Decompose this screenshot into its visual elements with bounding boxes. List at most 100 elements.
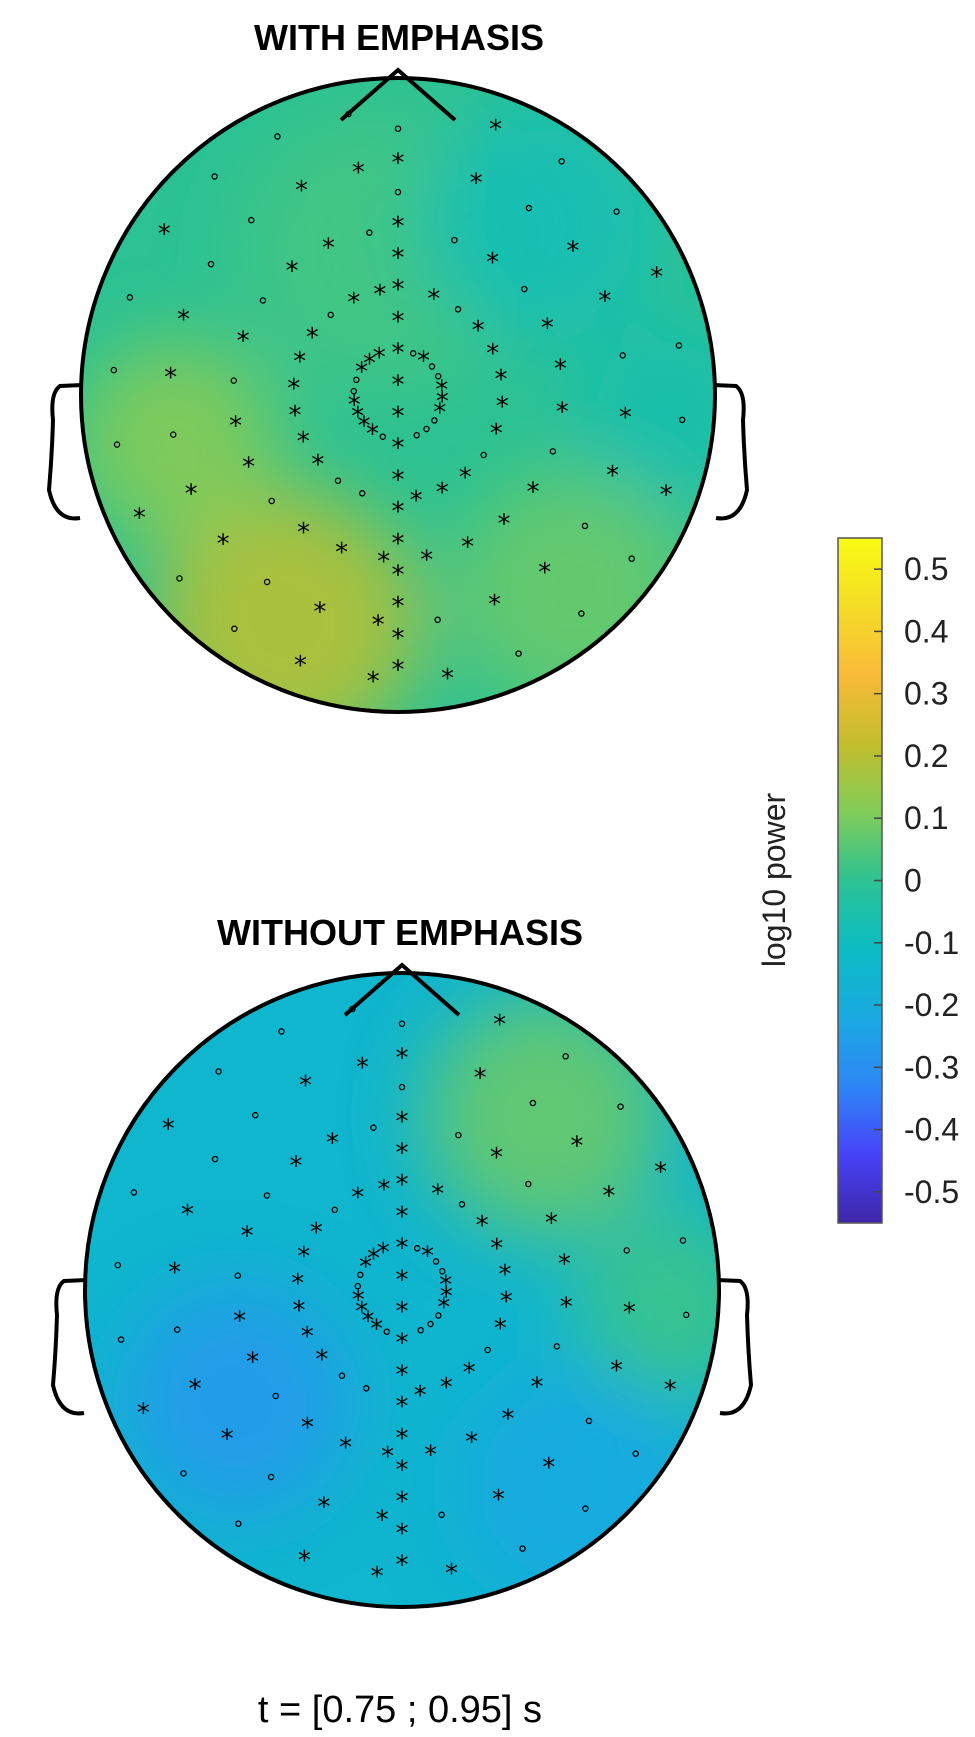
electrode-non-significant (413, 1245, 421, 1252)
nose-outline (339, 67, 457, 122)
electrode-significant: * (619, 403, 632, 433)
electrode-significant: * (292, 1296, 305, 1326)
electrode-non-significant (458, 1201, 466, 1208)
electrode-significant: * (392, 148, 405, 178)
electrode-non-significant (678, 416, 686, 424)
electrode-non-significant (438, 1267, 446, 1275)
electrode-non-significant (394, 125, 402, 132)
electrode-non-significant (394, 188, 402, 196)
electrode-non-significant (480, 451, 487, 459)
activation-blob (572, 315, 715, 506)
electrode-non-significant (248, 216, 255, 224)
electrode-significant: * (301, 1413, 314, 1443)
electrode-non-significant (417, 1326, 425, 1334)
electrode-significant: * (495, 365, 508, 395)
electrode-significant: * (217, 530, 230, 560)
electrode-significant: * (497, 509, 510, 539)
electrode-significant: * (396, 1424, 409, 1454)
electrode-significant: * (313, 597, 326, 627)
electrode-significant: * (371, 1562, 384, 1592)
electrode-non-significant (525, 1180, 532, 1188)
electrode-significant: * (363, 349, 376, 379)
electrode-significant: * (392, 592, 405, 622)
electrode-non-significant (354, 1282, 362, 1290)
electrode-non-significant (252, 1111, 259, 1119)
electrode-significant: * (396, 1265, 409, 1295)
electrode-non-significant (231, 625, 238, 632)
electrode-non-significant (180, 1470, 187, 1477)
colorbar-tick-label: -0.1 (904, 925, 959, 961)
electrode-non-significant (451, 236, 458, 244)
electrode-non-significant (211, 1155, 219, 1163)
electrode-significant: * (489, 115, 502, 145)
electrode-non-significant (585, 1417, 593, 1425)
electrode-significant: * (233, 1307, 246, 1337)
electrode-non-significant (117, 1336, 125, 1343)
electrode-significant: * (315, 1345, 328, 1375)
electrode-significant: * (396, 1202, 409, 1232)
electrode-significant: * (358, 412, 371, 442)
electrode-significant: * (554, 354, 567, 384)
electrode-non-significant (435, 1312, 442, 1319)
electrode-significant: * (377, 547, 390, 577)
electrode-significant: * (297, 427, 310, 457)
electrode-significant: * (177, 305, 190, 335)
electrode-non-significant (263, 1192, 271, 1199)
electrode-significant: * (440, 1282, 453, 1312)
electrode-non-significant (263, 578, 271, 586)
electrode-significant: * (392, 497, 405, 527)
electrode-non-significant (331, 1206, 339, 1214)
electrode-significant: * (185, 479, 198, 509)
electrode-significant: * (299, 1071, 312, 1101)
electrode-significant: * (392, 275, 405, 305)
electrode-significant: * (396, 1487, 409, 1517)
electrode-significant: * (396, 1170, 409, 1200)
electrode-non-significant (357, 1271, 364, 1279)
electrode-non-significant (278, 1028, 285, 1035)
electrode-significant: * (541, 313, 554, 343)
electrode-significant: * (490, 1143, 503, 1173)
electrode-non-significant (428, 363, 436, 370)
electrode-significant: * (542, 1453, 555, 1483)
electrode-significant: * (410, 486, 423, 516)
electrode-significant: * (494, 1314, 507, 1344)
electrode-significant: * (623, 1298, 636, 1328)
electrode-significant: * (606, 461, 619, 491)
electrode-non-significant (632, 1450, 639, 1457)
electrode-significant: * (560, 1292, 573, 1322)
electrode-significant: * (237, 327, 250, 357)
electrode-significant: * (431, 1180, 444, 1210)
electrode-significant: * (654, 1157, 667, 1187)
electrode-non-significant (519, 1545, 526, 1552)
electrode-significant: * (486, 339, 499, 369)
electrode-non-significant (259, 297, 267, 304)
electrode-significant: * (664, 1376, 677, 1406)
electrode-significant: * (436, 387, 449, 417)
electrode-significant: * (436, 478, 449, 508)
electrode-significant: * (347, 288, 360, 318)
electrode-significant: * (527, 478, 540, 508)
electrode-non-significant (327, 311, 335, 319)
electrode-significant: * (396, 1234, 409, 1264)
electrode-non-significant (617, 1103, 624, 1110)
activation-blob (576, 1210, 719, 1401)
right-ear-outline (712, 383, 750, 521)
electrode-significant: * (297, 518, 310, 548)
electrode-significant: * (420, 545, 433, 575)
electrode-significant: * (435, 375, 448, 405)
electrode-non-significant (515, 650, 522, 657)
electrode-significant: * (367, 667, 380, 697)
electrode-significant: * (356, 1053, 369, 1083)
colorbar-tick-label: 0.2 (904, 738, 948, 774)
electrode-non-significant (553, 1343, 561, 1350)
electrode-significant: * (396, 1139, 409, 1169)
electrode-significant: * (486, 248, 499, 278)
electrode-significant: * (293, 347, 306, 377)
colorbar-tick-label: -0.4 (904, 1112, 959, 1148)
electrode-significant: * (335, 538, 348, 568)
electrode-significant: * (463, 1358, 476, 1388)
electrode-significant: * (545, 1208, 558, 1238)
electrode-significant: * (242, 453, 255, 483)
electrode-significant: * (427, 285, 440, 315)
electrode-non-significant (169, 431, 177, 438)
